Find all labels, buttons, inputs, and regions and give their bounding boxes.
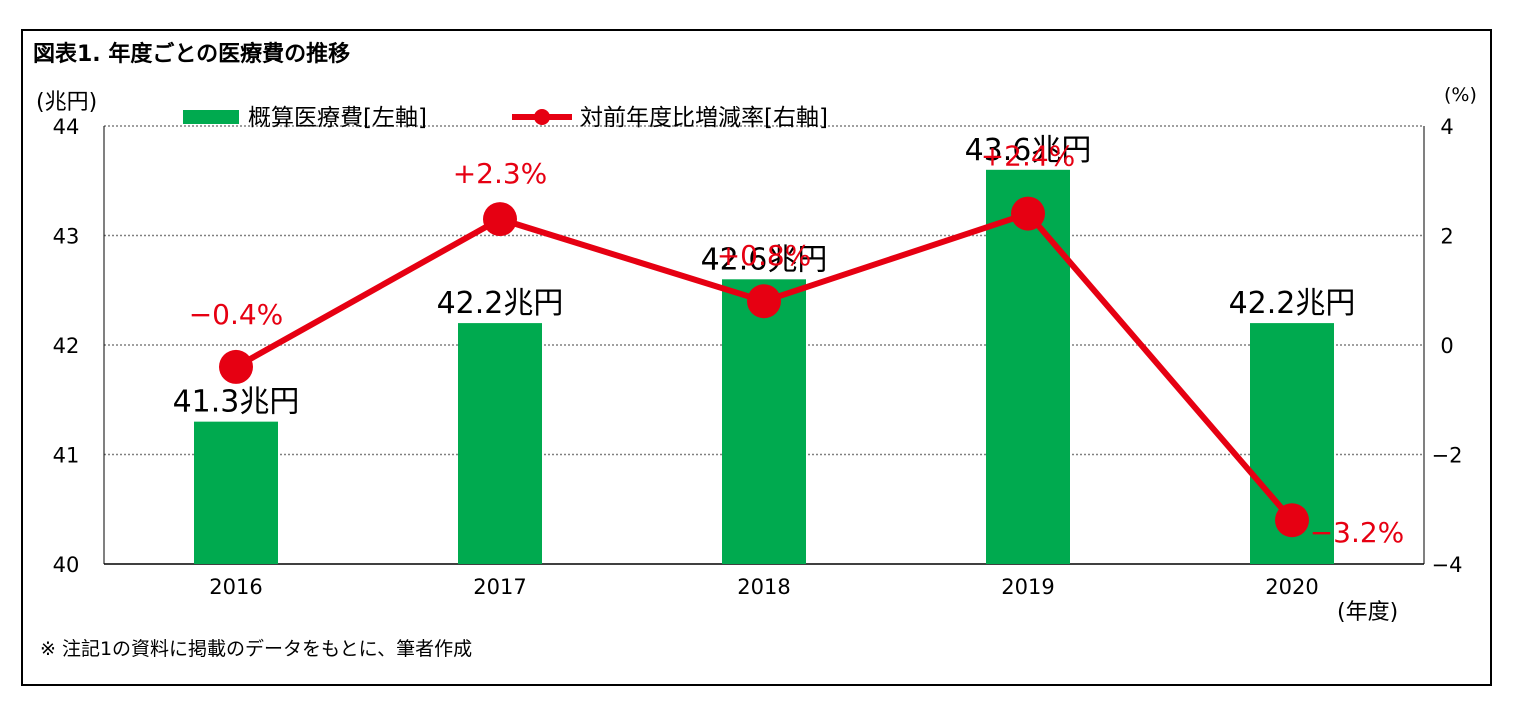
legend-label-line: 対前年度比増減率[右軸] [580,105,828,131]
rate-point [747,284,781,319]
left-tick-label: 41 [53,444,80,468]
bar-data-label: 42.6兆円 [701,242,828,277]
right-tick-label: 4 [1440,115,1453,139]
rate-point [483,202,517,237]
rate-point [1011,196,1045,231]
bar [458,323,542,564]
bar [194,421,278,564]
x-axis-unit: (年度) [1337,600,1399,625]
x-tick-label: 2017 [473,575,526,599]
legend-swatch-bar [183,110,239,124]
x-tick-label: 2016 [209,575,262,599]
left-tick-label: 40 [53,553,80,577]
bar [722,279,806,564]
right-tick-label: 2 [1440,225,1453,249]
rate-data-label: −0.4% [189,298,284,331]
left-tick-label: 44 [53,115,80,139]
bar-data-label: 42.2兆円 [1229,286,1356,321]
rate-point [219,349,253,384]
rate-point [1275,503,1309,538]
x-tick-label: 2019 [1001,575,1054,599]
left-axis-unit: (兆円) [36,90,98,115]
source-note: ※ 注記1の資料に掲載のデータをもとに、筆者作成 [40,638,473,660]
legend-swatch-marker [534,109,550,125]
rate-data-label: +2.3% [453,157,548,190]
chart-frame [21,29,1492,686]
bar-data-label: 41.3兆円 [173,385,300,420]
bar [986,169,1070,565]
x-tick-label: 2018 [737,575,790,599]
rate-data-label: +2.4% [981,140,1076,173]
left-tick-label: 42 [53,334,80,358]
chart-title: 図表1. 年度ごとの医療費の推移 [33,42,351,67]
right-tick-label: −2 [1432,444,1463,468]
rate-data-label: −3.2% [1310,516,1405,549]
bar-data-label: 42.2兆円 [437,286,564,321]
rate-data-label: +0.8% [717,239,812,272]
right-axis-unit: (%) [1444,84,1477,106]
right-tick-label: 0 [1440,334,1453,358]
x-tick-label: 2020 [1265,575,1318,599]
bar-data-label: 43.6兆円 [965,133,1092,168]
right-tick-label: −4 [1432,553,1463,577]
left-tick-label: 43 [53,225,80,249]
legend-label-bar: 概算医療費[左軸] [248,105,427,131]
